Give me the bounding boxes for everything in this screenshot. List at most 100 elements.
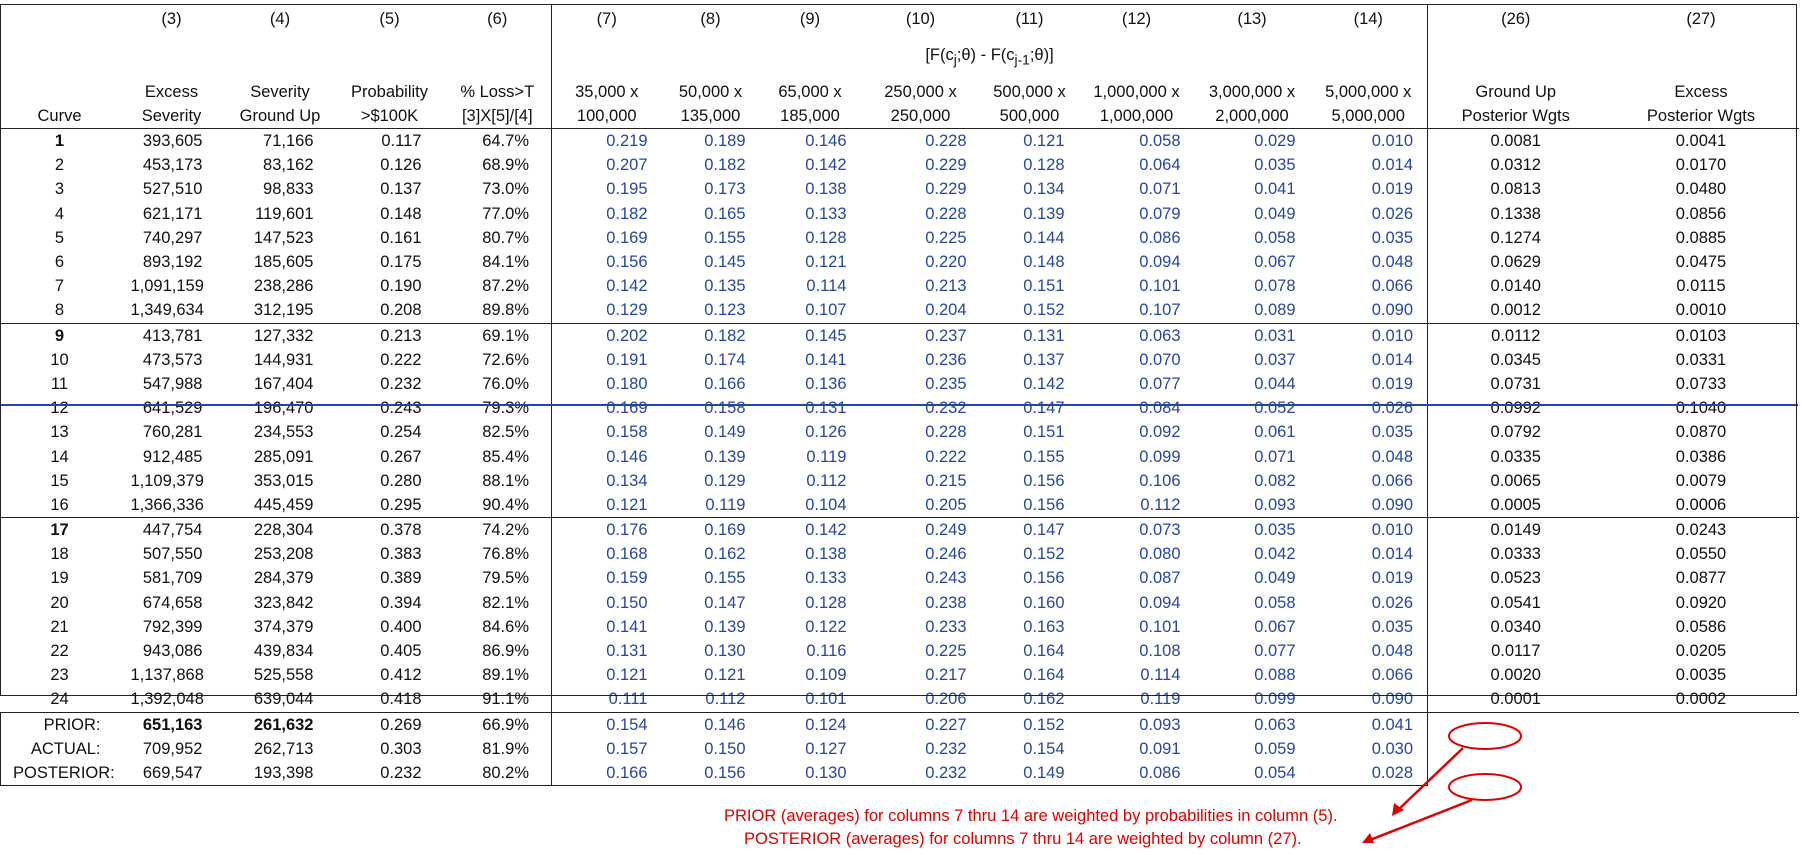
table-cell: 0.147 (980, 517, 1079, 543)
table-cell: 0.071 (1139, 180, 1181, 199)
table-cell: 0.217 (925, 666, 967, 685)
table-cell: 0.173 (704, 180, 746, 199)
table-cell: 82.1% (482, 593, 529, 612)
summary-cell: 651,163 (142, 715, 203, 734)
table-cell: 0.236 (925, 350, 967, 369)
table-cell: 0.119 (806, 447, 847, 466)
summary-cell: 0.030 (1309, 736, 1428, 761)
table-cell: 525,558 (253, 666, 314, 685)
table-cell: 1,349,634 (130, 301, 204, 320)
table-cell: 0.169 (551, 396, 662, 421)
table-cell: 0.121 (551, 492, 662, 518)
header-label-top: Severity (250, 82, 310, 101)
summary-cell (1428, 761, 1604, 786)
table-cell: 0.142 (1023, 374, 1065, 393)
summary-cell: 0.232 (860, 760, 981, 787)
prior-arrowhead (1392, 803, 1404, 816)
table-cell: 0.0629 (1427, 249, 1604, 275)
table-cell: 0.383 (380, 545, 422, 564)
table-cell: 0.111 (551, 687, 662, 713)
table-cell: 0.175 (380, 253, 422, 272)
table-cell: 0.066 (1309, 274, 1428, 299)
table-cell: 284,379 (253, 569, 314, 588)
table-cell: 0.142 (805, 156, 847, 175)
table-cell: 0.168 (551, 542, 662, 567)
table-cell: 547,988 (142, 374, 203, 393)
table-cell: 0.061 (1254, 423, 1296, 442)
table-cell: 0.164 (1023, 666, 1065, 685)
table-cell: 234,553 (253, 423, 314, 442)
table-cell: 71,166 (263, 132, 314, 151)
table-cell: 0.0243 (1603, 517, 1799, 543)
col-number: (4) (269, 9, 291, 28)
curve-id: 14 (50, 447, 69, 466)
summary-cell: 0.232 (925, 739, 967, 758)
summary-label: PRIOR: (0, 712, 119, 737)
table-cell: 0.086 (1139, 228, 1181, 247)
table-cell: 86.9% (482, 642, 529, 661)
table-cell: 0.108 (1139, 642, 1181, 661)
summary-cell: 669,547 (118, 760, 225, 787)
summary-cell: 0.154 (551, 712, 662, 737)
table-cell: 0.019 (1309, 371, 1428, 397)
table-cell: 639,044 (224, 687, 336, 713)
table-cell: 0.138 (805, 180, 847, 199)
table-cell: 0.141 (805, 350, 847, 369)
table-row: 1 393,605 71,166 0.117 64.7% 0.219 0.189 0.146 0… (1, 128, 1799, 154)
table-cell: 0.389 (380, 569, 422, 588)
table-cell: 0.156 (1023, 495, 1065, 514)
summary-cell: 0.063 (1254, 715, 1296, 734)
table-cell: 89.8% (482, 301, 529, 320)
posterior-arrow (1369, 798, 1473, 842)
table-cell: 912,485 (142, 447, 203, 466)
table-cell: 0.109 (805, 666, 847, 685)
table-cell: 0.126 (805, 423, 847, 442)
summary-cell: 0.232 (335, 760, 444, 787)
table-cell: 0.093 (1254, 495, 1296, 514)
summary-cell (1604, 712, 1799, 737)
table-cell: 0.135 (704, 277, 746, 296)
table-cell: 0.064 (1139, 156, 1181, 175)
table-cell: 0.243 (925, 569, 967, 588)
table-cell: 0.090 (1309, 298, 1428, 323)
table-cell: 0.131 (551, 638, 662, 664)
table-cell: 0.0541 (1427, 590, 1604, 615)
table-cell: 89.1% (482, 666, 529, 685)
table-cell: 0.134 (1023, 180, 1065, 199)
table-cell: 0.0117 (1427, 638, 1604, 664)
table-cell: 0.144 (1023, 228, 1065, 247)
summary-cell: 0.269 (380, 715, 422, 734)
summary-cell: 0.150 (704, 739, 746, 758)
table-cell: 0.058 (1254, 593, 1296, 612)
header-label-bottom: [3]X[5]/[4] (443, 104, 552, 129)
weights-table: (3) (4) (5) (6) (7) (8) (9) (10) (11) (12) (13) (14… (0, 4, 1799, 787)
table-cell: 0.049 (1254, 569, 1296, 588)
table-cell: 77.0% (482, 204, 529, 223)
curve-id: 12 (50, 399, 69, 418)
table-cell: 0.106 (1139, 471, 1181, 490)
table-cell: 0.035 (1194, 517, 1310, 543)
table-cell: 0.174 (704, 350, 746, 369)
header-label-bottom: 2,000,000 (1194, 104, 1310, 129)
table-cell: 80.7% (482, 228, 529, 247)
table-cell: 73.0% (482, 180, 529, 199)
table-cell: 0.156 (551, 249, 662, 275)
header-label-bottom: 250,000 (860, 104, 981, 129)
table-cell: 0.228 (925, 132, 967, 151)
table-cell: 0.107 (1139, 301, 1181, 320)
summary-row: ACTUAL: 709,952 262,713 0.303 81.9% 0.157 0.15… (0, 736, 1799, 761)
summary-cell: 0.127 (805, 739, 847, 758)
header-label-top: 1,000,000 x (1093, 82, 1180, 101)
header-label-top: 50,000 x (678, 82, 743, 101)
curve-id: 15 (50, 471, 69, 490)
table-cell: 0.0870 (1675, 423, 1727, 442)
table-cell: 0.131 (980, 322, 1079, 348)
table-cell: 0.122 (805, 617, 847, 636)
table-row: 9 413,781 127,332 0.213 69.1% 0.202 0.182 0.145… (0, 322, 1799, 348)
summary-cell: 0.086 (1078, 760, 1195, 787)
curve-id: 24 (0, 687, 119, 713)
table-cell: 0.235 (925, 374, 967, 393)
col-number: (12) (1121, 9, 1152, 28)
table-cell: 0.0731 (1427, 371, 1604, 397)
summary-cell: 66.9% (482, 715, 529, 734)
